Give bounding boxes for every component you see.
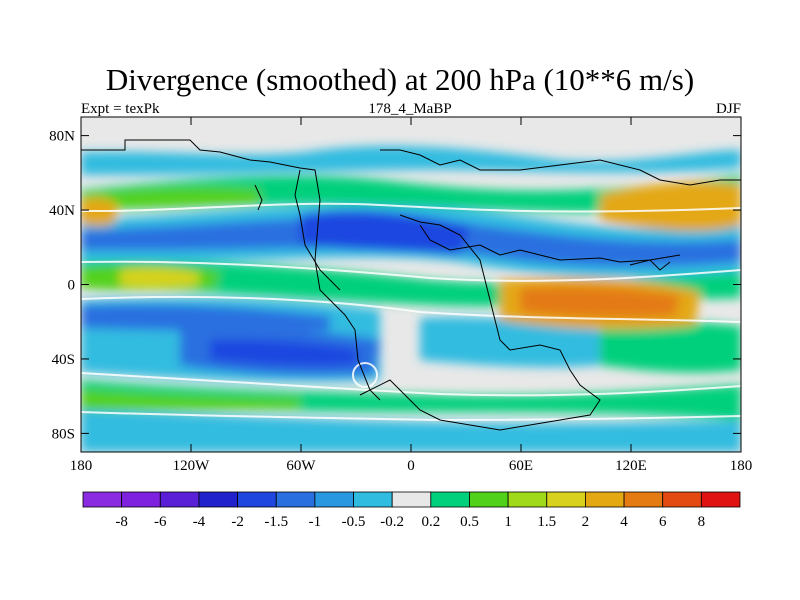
colorbar-swatch — [507, 491, 548, 508]
colorbar-label: -1 — [309, 514, 322, 530]
x-axis: 180 120W 60W 0 60E 120E 180 — [70, 117, 753, 474]
y-tick-label: 80S — [52, 426, 75, 442]
run-label: 178_4_MaBP — [368, 101, 452, 117]
x-tick-label: 120W — [173, 458, 211, 474]
colorbar-label: 1.5 — [537, 514, 556, 530]
colorbar-label: 1 — [504, 514, 512, 530]
colorbar-swatch — [198, 491, 238, 508]
contour-field — [81, 117, 741, 452]
colorbar-label: 6 — [659, 514, 667, 530]
colorbar-swatch — [314, 491, 354, 508]
colorbar-swatch — [430, 491, 470, 508]
colorbar-swatch — [585, 491, 625, 508]
colorbar-swatch — [623, 491, 664, 508]
x-tick-label: 60W — [286, 458, 316, 474]
y-tick-label: 40N — [49, 203, 75, 219]
colorbar-label: -2 — [231, 514, 244, 530]
colorbar-swatch — [275, 491, 316, 508]
y-tick-label: 40S — [52, 352, 75, 368]
colorbar-swatch — [662, 491, 702, 508]
colorbar-label: -8 — [115, 514, 128, 530]
y-tick-label: 80N — [49, 129, 75, 145]
map-title: Divergence (smoothed) at 200 hPa (10**6 … — [105, 62, 695, 97]
season-label: DJF — [715, 101, 741, 117]
colorbar-swatch — [353, 491, 393, 508]
colorbar-swatch — [469, 491, 509, 508]
colorbar-swatch — [121, 491, 161, 508]
x-tick-label: 0 — [407, 458, 415, 474]
colorbar-label: 8 — [698, 514, 706, 530]
colorbar-label: 2 — [582, 514, 590, 530]
x-tick-label: 60E — [509, 458, 533, 474]
y-tick-label: 0 — [68, 278, 76, 294]
colorbar-swatch — [237, 491, 277, 508]
colorbar-label: -0.2 — [380, 514, 404, 530]
colorbar: -8 -6 -4 -2 -1.5 -1 -0.5 -0.2 0.2 0.5 1 1.5 2 4 6 8 — [82, 491, 741, 530]
experiment-label: Expt = texPk — [81, 101, 160, 117]
colorbar-swatch — [82, 491, 123, 508]
colorbar-swatch — [546, 491, 586, 508]
colorbar-label: 0.5 — [460, 514, 479, 530]
colorbar-label: 4 — [620, 514, 628, 530]
colorbar-label: -4 — [193, 514, 206, 530]
colorbar-swatch — [391, 491, 432, 508]
x-tick-label: 180 — [70, 458, 93, 474]
colorbar-swatch — [700, 491, 741, 508]
colorbar-swatch — [159, 491, 200, 508]
x-tick-label: 120E — [615, 458, 647, 474]
colorbar-label: -0.5 — [342, 514, 366, 530]
colorbar-label: -1.5 — [264, 514, 288, 530]
y-axis: 80N 40N 0 40S 80S — [49, 129, 741, 442]
colorbar-label: 0.2 — [421, 514, 440, 530]
colorbar-label: -6 — [154, 514, 167, 530]
x-tick-label: 180 — [730, 458, 753, 474]
